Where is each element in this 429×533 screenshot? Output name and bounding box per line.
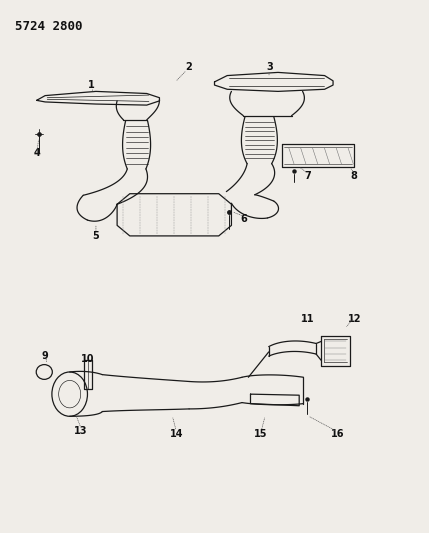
Text: 10: 10 bbox=[81, 354, 94, 364]
Text: 4: 4 bbox=[33, 148, 40, 158]
Text: 5724 2800: 5724 2800 bbox=[15, 20, 83, 33]
Text: 15: 15 bbox=[254, 429, 268, 439]
Text: 12: 12 bbox=[347, 314, 361, 324]
Text: 14: 14 bbox=[169, 429, 183, 439]
Text: 2: 2 bbox=[186, 62, 193, 72]
Text: 16: 16 bbox=[331, 429, 344, 439]
Text: 11: 11 bbox=[301, 314, 314, 324]
Text: 8: 8 bbox=[351, 171, 358, 181]
Text: 5: 5 bbox=[93, 231, 99, 241]
Text: 6: 6 bbox=[241, 214, 248, 224]
Text: 13: 13 bbox=[74, 426, 88, 436]
Text: 9: 9 bbox=[42, 351, 48, 361]
Text: 7: 7 bbox=[304, 171, 311, 181]
Text: 1: 1 bbox=[88, 79, 95, 90]
Text: 3: 3 bbox=[266, 62, 273, 72]
